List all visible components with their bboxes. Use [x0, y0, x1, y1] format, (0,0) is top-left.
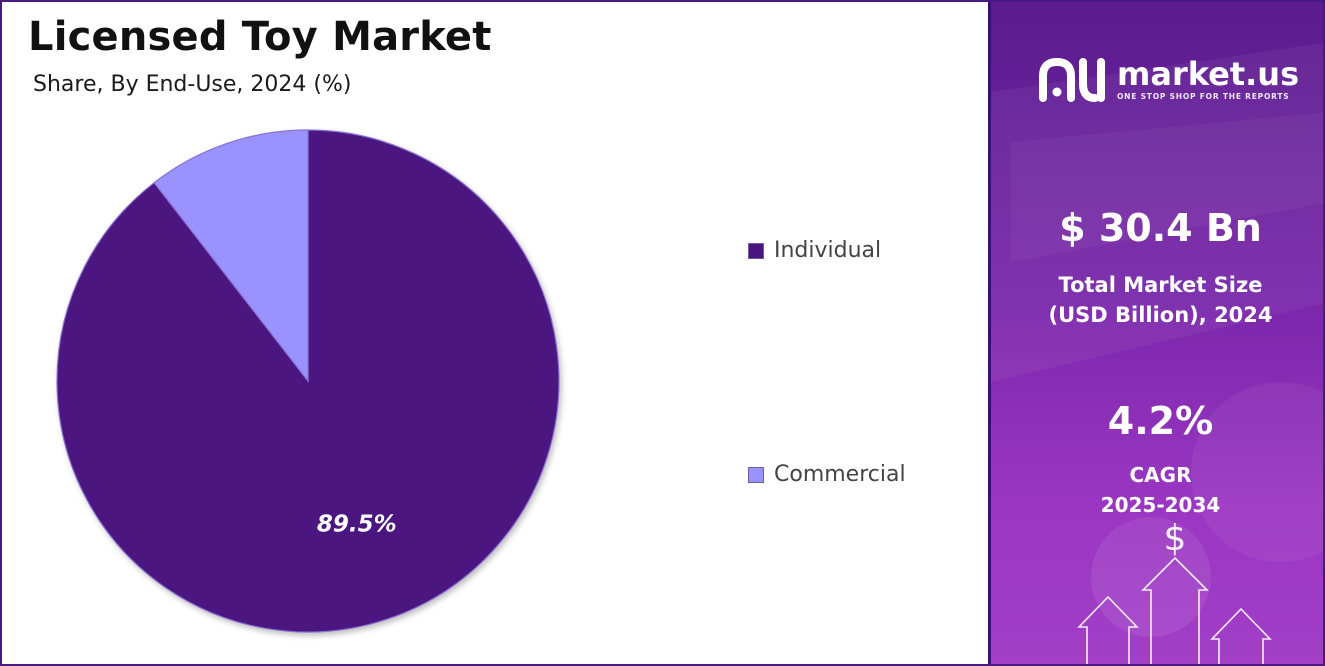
chart-panel: Licensed Toy Market Share, By End-Use, 2… [2, 2, 988, 664]
background-decoration: $ [991, 43, 1323, 664]
legend-swatch-individual [748, 242, 764, 259]
brand-logo: market.us ONE STOP SHOP FOR THE REPORTS [1037, 54, 1299, 104]
chart-title: Licensed Toy Market [28, 14, 492, 60]
pie-slice-commercial [153, 129, 309, 383]
cagr-label-line2: 2025-2034 [1100, 493, 1221, 517]
growth-arrows-icon [1077, 556, 1272, 664]
chart-subtitle: Share, By End-Use, 2024 (%) [33, 72, 352, 97]
market-size-label-line2: (USD Billion), 2024 [1048, 303, 1273, 327]
pie-chart: 89.5% [56, 129, 560, 633]
brand-tagline: ONE STOP SHOP FOR THE REPORTS [1117, 91, 1290, 101]
brand-name: market.us [1117, 54, 1300, 93]
data-label-individual: 89.5% [317, 511, 397, 537]
summary-sidebar: $ market.us ONE STOP SHOP FOR THE REPORT… [988, 2, 1323, 664]
legend-item-commercial: Commercial [748, 462, 906, 487]
legend-swatch-commercial [748, 466, 764, 483]
market-size-value: $ 30.4 Bn [1059, 206, 1262, 250]
market-size-label: Total Market Size (USD Billion), 2024 [991, 270, 1323, 330]
legend-label-commercial: Commercial [774, 462, 906, 487]
legend-label-individual: Individual [774, 238, 882, 263]
market-us-logo-icon [1039, 57, 1105, 102]
cagr-label-line1: CAGR [1129, 463, 1192, 487]
dollar-icon: $ [1164, 518, 1187, 559]
legend-item-individual: Individual [748, 238, 881, 263]
market-size-label-line1: Total Market Size [1058, 273, 1263, 297]
cagr-label: CAGR 2025-2034 [991, 460, 1323, 520]
cagr-value: 4.2% [1107, 399, 1214, 443]
